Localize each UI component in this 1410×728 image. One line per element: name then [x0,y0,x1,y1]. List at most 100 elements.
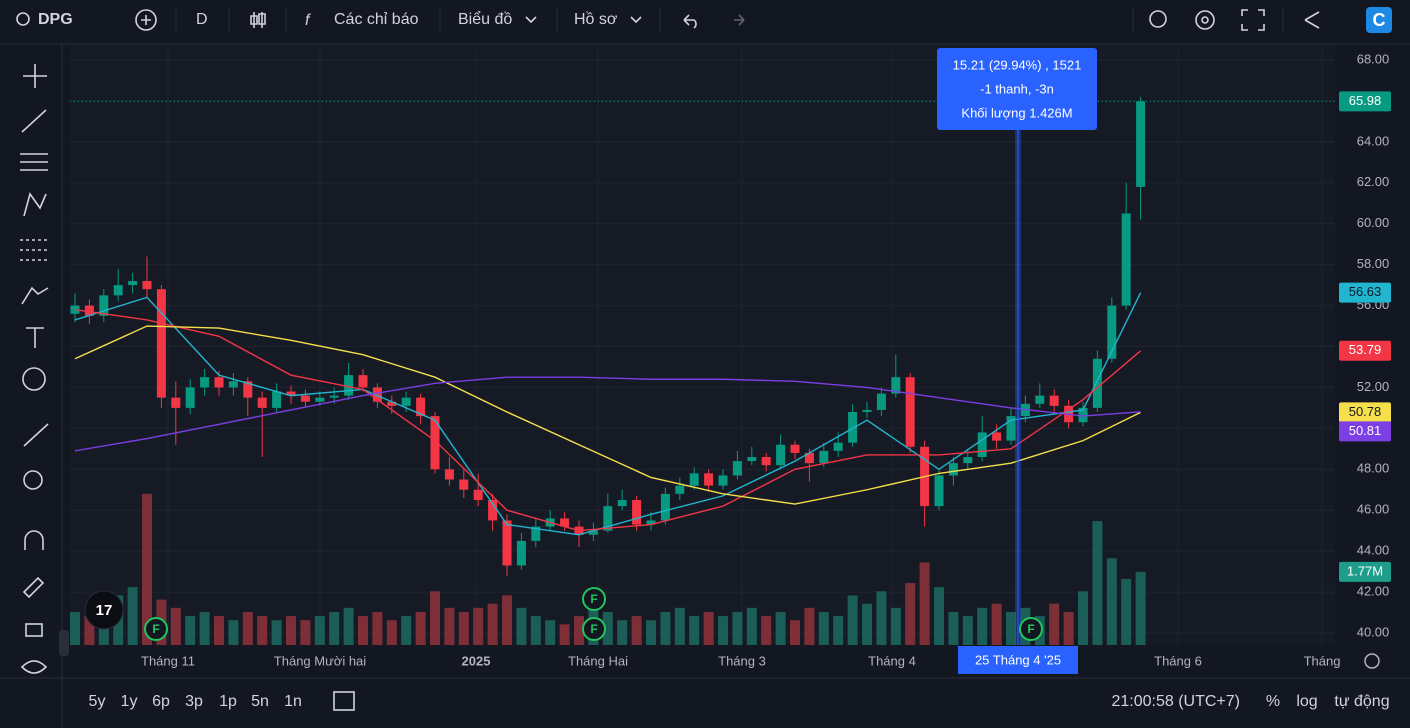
text-tool[interactable] [26,327,44,348]
fib-tool[interactable] [20,153,48,171]
candle-body [300,395,310,402]
search-icon[interactable] [16,12,30,26]
candle-body [243,381,253,398]
x-tick-label: Tháng 3 [718,653,766,668]
tooltip-line: -1 thanh, -3n [980,81,1054,96]
candle-body [1136,101,1146,187]
lock-draw-tool[interactable] [22,576,45,599]
price-tag-label: 53.79 [1349,342,1382,357]
axis-settings [1364,653,1380,669]
range-button[interactable]: 3p [185,693,203,710]
volume-bar [674,607,685,645]
moving-average [74,308,1142,532]
candle-body [1035,395,1045,404]
brand-letter: C [1373,10,1386,30]
candle-body [689,473,699,486]
clock: 21:00:58 (UTC+7) [1111,693,1240,710]
auto-toggle[interactable]: tự động [1334,693,1389,710]
interval[interactable]: D [196,11,208,28]
moving-average [74,325,1141,505]
event-marker [144,617,168,641]
range-button[interactable]: 5y [89,693,106,710]
line-tool[interactable] [21,109,47,133]
percent-toggle[interactable]: % [1266,693,1280,710]
volume-bar [991,603,1002,645]
y-tick-label: 44.00 [1357,543,1390,558]
volume-bar [977,607,988,645]
candle-body [444,469,454,480]
candle-body [732,461,742,476]
forecast-tool[interactable] [20,239,48,261]
alert-icon[interactable] [1149,10,1167,28]
indicators[interactable]: Các chỉ báo [334,11,419,28]
chart-type[interactable] [250,12,266,28]
volume-bar [70,611,80,645]
y-tick-label: 58.00 [1357,256,1390,271]
price-tag-label: 56.63 [1349,284,1382,299]
candle-body [603,506,613,531]
magnet-tool[interactable] [24,530,44,550]
ruler-tool[interactable] [23,423,49,447]
candle-body [200,377,210,388]
volume-bar [386,620,397,645]
candle-body [329,395,339,398]
volume-bar [487,603,498,645]
pattern-tool[interactable] [23,192,47,217]
share[interactable] [1304,11,1320,29]
volume-bar [718,616,728,645]
y-tick-label: 40.00 [1357,624,1390,639]
volume-bar [660,611,671,645]
crosshair-tool[interactable] [23,64,47,88]
candle-body [761,457,771,466]
brush-tool[interactable] [21,286,49,305]
y-tick-label: 62.00 [1357,174,1390,189]
range-button[interactable]: 1p [219,693,237,710]
range-button[interactable]: 5n [251,693,269,710]
candle-body [660,493,670,521]
volume-bar [214,616,224,645]
candle-body [372,387,382,402]
fullscreen[interactable] [1241,9,1265,31]
brand-logo[interactable] [1366,7,1392,33]
volume-bar [775,611,786,645]
volume-bar [530,616,541,645]
candle-body [171,397,181,408]
volume-bar [271,620,282,645]
range-button[interactable]: 1n [284,693,302,710]
volume-bar [343,607,354,645]
event-letter: F [590,592,597,606]
candle-body [416,397,426,417]
moving-average [74,376,1141,452]
chart-menu[interactable]: Biểu đồ [458,10,512,28]
goto-date-icon[interactable] [333,691,355,711]
log-toggle[interactable]: log [1296,693,1317,710]
candle-body [488,499,498,521]
volume-bar [703,611,714,645]
redo[interactable] [734,14,745,26]
event-marker [582,617,606,641]
volume-bar [876,591,887,645]
candle-body [1006,416,1016,441]
range-button[interactable]: 6p [152,693,170,710]
volume-bar [228,620,239,645]
zoom-tool[interactable] [23,470,43,490]
settings-core [1201,16,1209,24]
volume-bar [617,620,628,645]
symbol[interactable]: DPG [38,11,73,28]
range-button[interactable]: 1y [121,693,138,710]
volume-bar [646,620,656,645]
volume-bar [286,616,296,645]
undo[interactable] [683,14,697,29]
emoji-tool[interactable] [22,367,46,391]
volume-bar [142,493,152,645]
candle-body [185,387,195,408]
lock-tool[interactable] [25,623,43,637]
event-letter: F [152,622,159,636]
settings-icon[interactable] [1195,10,1215,30]
profile[interactable]: Hồ sơ [574,11,618,28]
add-symbol[interactable] [135,9,157,31]
plus [141,15,151,25]
candle-body [84,305,94,316]
visibility-tool[interactable] [20,660,48,674]
candle-body [473,489,483,500]
